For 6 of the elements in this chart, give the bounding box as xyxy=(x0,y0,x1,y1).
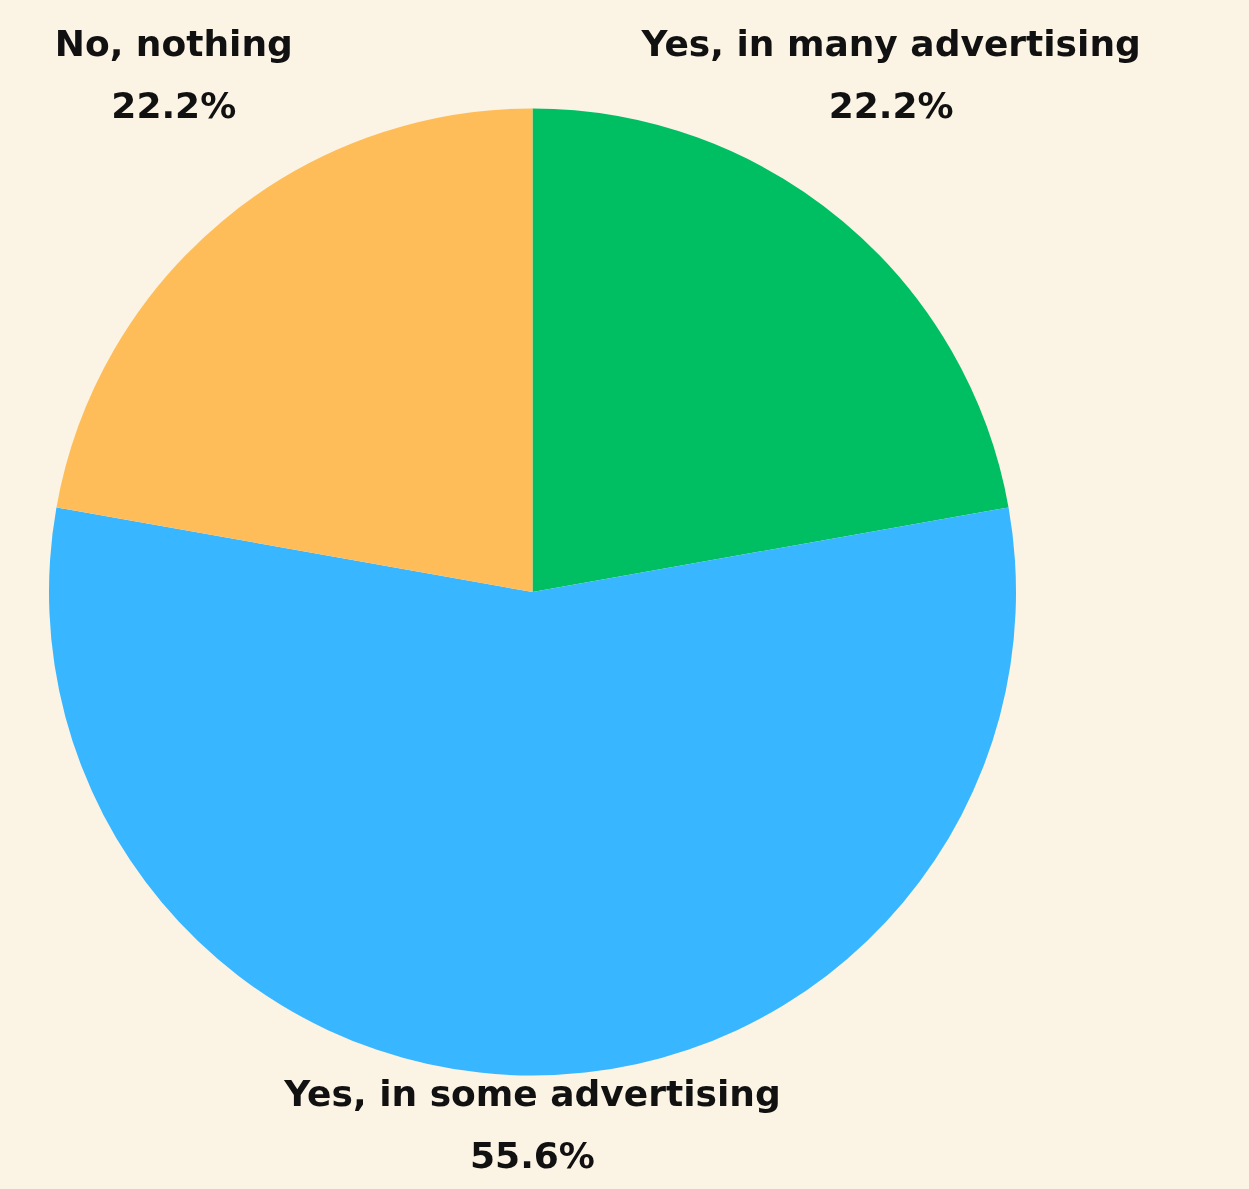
slice-label: Yes, in some advertising xyxy=(283,1073,781,1115)
data-label: 22.2% xyxy=(828,84,954,126)
slice-label: Yes, in many advertising xyxy=(640,22,1141,64)
slice-label: No, nothing xyxy=(54,22,293,64)
data-label: 55.6% xyxy=(470,1135,595,1177)
data-label: 22.2% xyxy=(111,84,237,126)
